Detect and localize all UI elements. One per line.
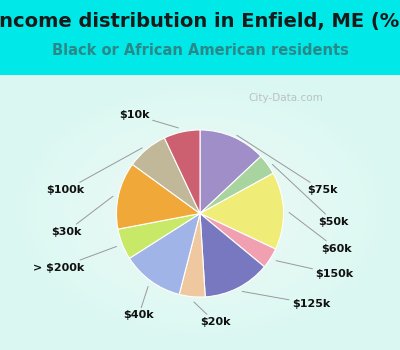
- Wedge shape: [179, 214, 205, 297]
- Wedge shape: [132, 138, 200, 214]
- Text: $30k: $30k: [51, 196, 113, 237]
- Text: $60k: $60k: [289, 212, 352, 254]
- Wedge shape: [200, 214, 264, 297]
- Text: $40k: $40k: [124, 286, 154, 321]
- Text: City-Data.com: City-Data.com: [248, 93, 323, 103]
- Text: > $200k: > $200k: [34, 246, 117, 273]
- Wedge shape: [118, 214, 200, 258]
- Wedge shape: [200, 173, 284, 249]
- Text: $125k: $125k: [242, 292, 330, 309]
- Text: Income distribution in Enfield, ME (%): Income distribution in Enfield, ME (%): [0, 12, 400, 31]
- Text: Black or African American residents: Black or African American residents: [52, 43, 348, 58]
- Text: $50k: $50k: [272, 164, 349, 227]
- Wedge shape: [130, 214, 200, 294]
- Wedge shape: [200, 214, 276, 267]
- Wedge shape: [164, 130, 200, 214]
- Text: $150k: $150k: [276, 261, 354, 279]
- Wedge shape: [200, 130, 261, 214]
- Text: $10k: $10k: [119, 110, 178, 128]
- Text: $75k: $75k: [237, 135, 338, 195]
- Wedge shape: [200, 156, 273, 214]
- Text: $20k: $20k: [194, 302, 230, 327]
- Text: $100k: $100k: [46, 148, 142, 195]
- Wedge shape: [116, 164, 200, 229]
